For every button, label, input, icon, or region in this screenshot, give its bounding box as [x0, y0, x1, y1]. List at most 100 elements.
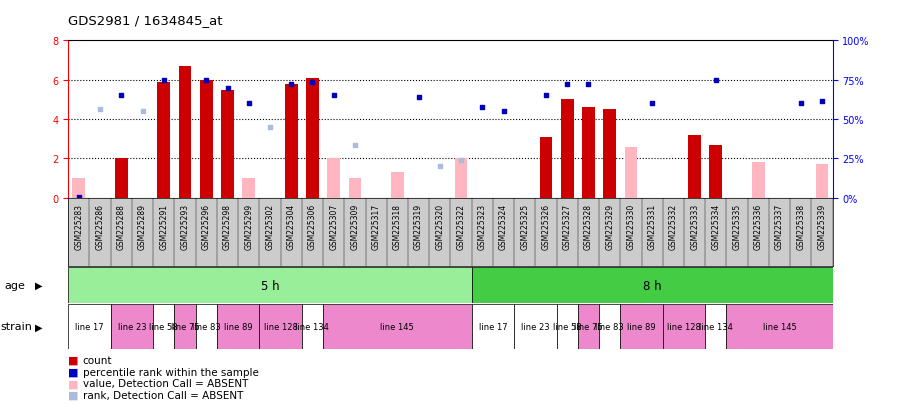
Text: line 23: line 23: [117, 322, 147, 331]
Bar: [328, 159, 340, 198]
Point: [284, 81, 298, 88]
Text: line 17: line 17: [76, 322, 104, 331]
Text: GSM225293: GSM225293: [180, 204, 189, 250]
Text: line 145: line 145: [763, 322, 796, 331]
Text: GSM225335: GSM225335: [733, 204, 742, 250]
Bar: [259, 304, 302, 349]
Text: GSM225298: GSM225298: [223, 204, 232, 249]
Bar: [391, 173, 404, 198]
Text: ▶: ▶: [35, 322, 42, 332]
Text: GSM225323: GSM225323: [478, 204, 487, 250]
Bar: [815, 165, 828, 198]
Point: [560, 81, 574, 88]
Bar: [153, 304, 175, 349]
Bar: [582, 108, 595, 198]
Bar: [514, 304, 557, 349]
Text: GDS2981 / 1634845_at: GDS2981 / 1634845_at: [68, 14, 223, 27]
Text: line 75: line 75: [574, 322, 602, 331]
Text: GSM225299: GSM225299: [244, 204, 253, 250]
Point: [348, 142, 362, 149]
Bar: [302, 304, 323, 349]
Text: ■: ■: [68, 355, 79, 365]
Text: GSM225307: GSM225307: [329, 204, 339, 250]
Point: [539, 93, 553, 100]
Bar: [175, 304, 196, 349]
Text: GSM225338: GSM225338: [796, 204, 805, 250]
Text: count: count: [83, 355, 112, 365]
Text: line 58: line 58: [553, 322, 581, 331]
Bar: [221, 90, 234, 198]
Point: [794, 101, 808, 107]
Point: [136, 109, 150, 115]
Text: age: age: [5, 280, 25, 290]
Bar: [73, 178, 86, 198]
Bar: [455, 159, 468, 198]
Text: GSM225322: GSM225322: [457, 204, 466, 249]
Bar: [578, 304, 599, 349]
Text: GSM225339: GSM225339: [817, 204, 826, 250]
Bar: [705, 304, 726, 349]
Point: [199, 77, 214, 84]
Bar: [752, 163, 764, 198]
Text: GSM225333: GSM225333: [690, 204, 699, 250]
Text: 5 h: 5 h: [260, 279, 279, 292]
Bar: [157, 83, 170, 198]
Text: percentile rank within the sample: percentile rank within the sample: [83, 367, 258, 377]
Bar: [178, 67, 191, 198]
Text: ▶: ▶: [35, 280, 42, 290]
Text: line 75: line 75: [171, 322, 199, 331]
Text: line 89: line 89: [224, 322, 252, 331]
Text: GSM225286: GSM225286: [96, 204, 105, 249]
Text: GSM225330: GSM225330: [626, 204, 635, 250]
Text: GSM225318: GSM225318: [393, 204, 402, 249]
Point: [645, 101, 660, 107]
Point: [432, 164, 447, 170]
Bar: [217, 304, 259, 349]
Bar: [111, 304, 153, 349]
Point: [454, 158, 469, 164]
Point: [157, 77, 171, 84]
Text: rank, Detection Call = ABSENT: rank, Detection Call = ABSENT: [83, 390, 243, 400]
Bar: [621, 304, 662, 349]
Point: [581, 81, 596, 88]
Text: 8 h: 8 h: [642, 279, 662, 292]
Text: GSM225334: GSM225334: [712, 204, 721, 250]
Bar: [603, 110, 616, 198]
Bar: [726, 304, 833, 349]
Text: line 134: line 134: [699, 322, 733, 331]
Text: line 128: line 128: [264, 322, 298, 331]
Text: GSM225304: GSM225304: [287, 204, 296, 250]
Text: line 83: line 83: [192, 322, 220, 331]
Bar: [561, 100, 573, 198]
Text: line 17: line 17: [479, 322, 507, 331]
Text: GSM225325: GSM225325: [521, 204, 530, 250]
Point: [475, 104, 490, 111]
Bar: [349, 178, 361, 198]
Text: GSM225329: GSM225329: [605, 204, 614, 250]
Point: [411, 95, 426, 102]
Text: GSM225319: GSM225319: [414, 204, 423, 250]
Point: [814, 99, 829, 105]
Bar: [323, 304, 471, 349]
Text: GSM225331: GSM225331: [648, 204, 657, 250]
Text: ■: ■: [68, 390, 79, 400]
Bar: [68, 304, 111, 349]
Point: [327, 93, 341, 100]
Bar: [688, 135, 701, 198]
Bar: [710, 145, 723, 198]
Text: GSM225327: GSM225327: [562, 204, 571, 250]
Point: [263, 124, 278, 131]
Bar: [115, 159, 127, 198]
Text: GSM225337: GSM225337: [775, 204, 784, 250]
Point: [496, 109, 511, 115]
Text: line 58: line 58: [149, 322, 178, 331]
Text: strain: strain: [1, 322, 33, 332]
Point: [305, 79, 319, 86]
Text: GSM225283: GSM225283: [75, 204, 84, 249]
Bar: [471, 267, 833, 304]
Point: [72, 194, 86, 201]
Bar: [200, 81, 213, 198]
Text: GSM225332: GSM225332: [669, 204, 678, 250]
Bar: [624, 147, 637, 198]
Text: GSM225336: GSM225336: [753, 204, 763, 250]
